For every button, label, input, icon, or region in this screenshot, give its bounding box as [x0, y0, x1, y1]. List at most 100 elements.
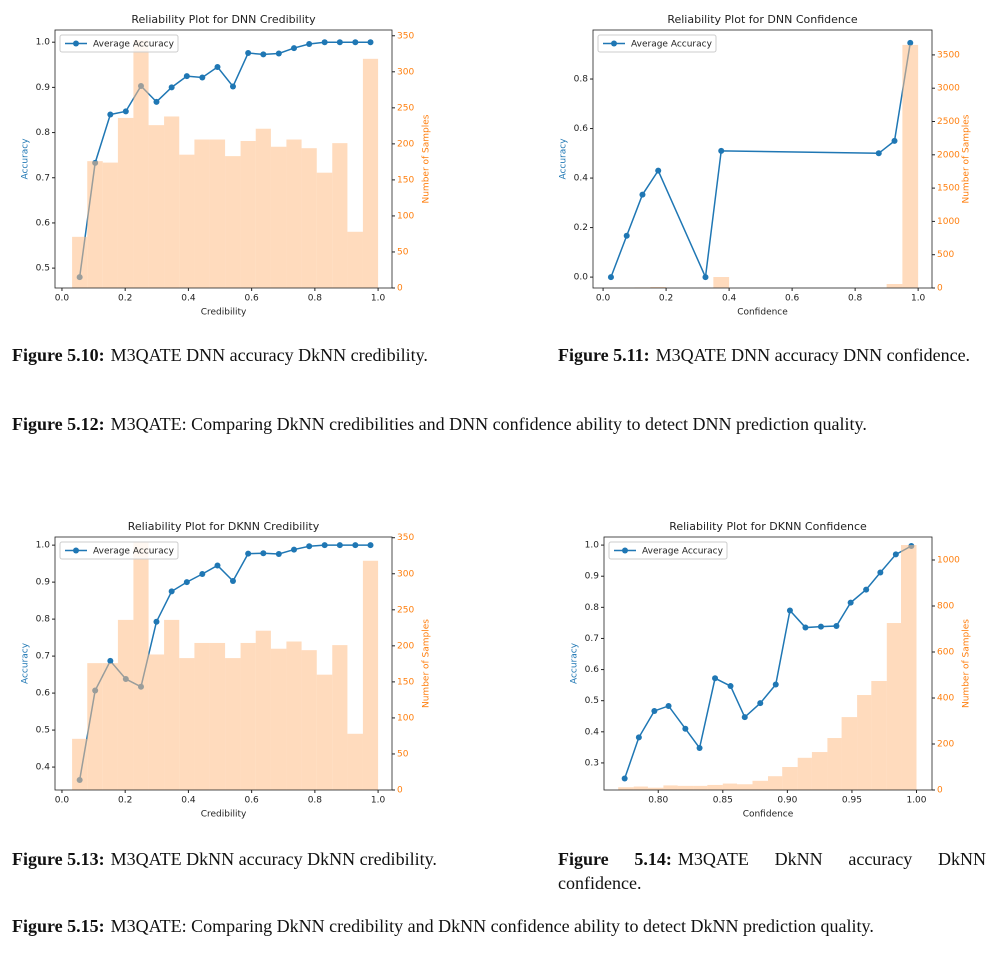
- accuracy-point: [847, 599, 854, 606]
- accuracy-point: [336, 542, 343, 549]
- accuracy-point: [306, 41, 313, 48]
- legend-box: [59, 541, 179, 560]
- histogram-bar: [316, 172, 333, 288]
- histogram-bar: [797, 757, 812, 790]
- y2-axis-label: Number of Samples: [962, 114, 972, 203]
- accuracy-point: [168, 84, 175, 91]
- x-tick-label: 0.4: [181, 294, 196, 304]
- histogram-bar: [902, 44, 919, 289]
- histogram-bar: [316, 674, 333, 790]
- y2-axis-label: Number of Samples: [422, 114, 432, 203]
- histogram-bar: [857, 695, 872, 790]
- x-tick-label: 0.0: [55, 796, 70, 806]
- y2-tick-label: 2000: [937, 150, 960, 160]
- caption-label: Figure 5.12:: [12, 414, 105, 434]
- accuracy-point: [245, 50, 252, 57]
- histogram-bar: [255, 128, 271, 288]
- y-tick-label: 0.7: [585, 634, 599, 644]
- accuracy-point: [153, 98, 160, 105]
- y2-tick-label: 200: [397, 641, 414, 651]
- legend-marker: [73, 40, 79, 47]
- y2-tick-label: 250: [397, 605, 414, 615]
- y2-tick-label: 3000: [937, 84, 960, 94]
- histogram-bar: [752, 780, 768, 790]
- caption: Figure 5.14: M3QATE DkNN accuracy DkNN co…: [558, 847, 986, 895]
- accuracy-point: [891, 137, 898, 144]
- histogram-bar: [240, 642, 256, 790]
- histogram-bar: [827, 738, 842, 790]
- accuracy-point: [290, 546, 297, 553]
- plot-frame: [54, 536, 393, 791]
- y-tick-label: 0.9: [36, 578, 51, 588]
- y-tick-label: 0.8: [36, 128, 51, 138]
- chart-title: Reliability Plot for DNN Confidence: [667, 13, 858, 26]
- y-tick-label: 1.0: [36, 541, 51, 551]
- accuracy-point: [183, 579, 190, 586]
- histogram-bar: [270, 146, 287, 288]
- accuracy-point: [892, 551, 899, 558]
- histogram-bar: [707, 784, 723, 790]
- y-tick-label: 0.7: [36, 652, 50, 662]
- y2-tick-label: 1500: [937, 184, 960, 194]
- legend-box: [59, 34, 179, 53]
- histogram-bar: [179, 658, 195, 790]
- chart-title: Reliability Plot for DNN Credibility: [131, 13, 316, 26]
- x-axis-label: Confidence: [737, 308, 788, 318]
- y2-tick-label: 300: [397, 569, 414, 579]
- x-tick-label: 0.95: [842, 796, 862, 806]
- y2-tick-label: 250: [397, 103, 414, 113]
- histogram-bar: [693, 785, 708, 790]
- accuracy-point: [696, 744, 703, 751]
- accuracy-point: [877, 569, 884, 576]
- histogram-bar: [332, 143, 348, 288]
- x-tick-label: 1.00: [906, 796, 926, 806]
- y2-tick-label: 600: [937, 648, 954, 658]
- histogram-bar: [133, 542, 149, 790]
- accuracy-point: [817, 623, 824, 630]
- legend-box: [608, 541, 728, 560]
- y2-tick-label: 0: [397, 284, 403, 294]
- accuracy-point: [153, 618, 160, 625]
- y-axis-label: Accuracy: [559, 138, 569, 180]
- histogram-bar: [347, 231, 363, 288]
- accuracy-point: [682, 725, 689, 732]
- accuracy-point: [727, 683, 734, 690]
- y2-tick-label: 50: [397, 749, 409, 759]
- plot-frame: [603, 536, 933, 791]
- histogram-bar: [102, 663, 118, 790]
- histogram-bar: [301, 148, 317, 288]
- accuracy-point: [607, 274, 614, 281]
- y2-axis-label: Number of Samples: [422, 619, 432, 708]
- x-tick-label: 0.8: [848, 294, 863, 304]
- accuracy-point: [757, 700, 764, 707]
- caption-text: M3QATE: Comparing DkNN credibilities and…: [110, 414, 867, 434]
- y-axis-label: Accuracy: [570, 642, 580, 684]
- y2-tick-label: 100: [397, 713, 414, 723]
- histogram-bar: [194, 139, 210, 288]
- caption: Figure 5.11: M3QATE DNN accuracy DNN conf…: [558, 343, 986, 367]
- y2-tick-label: 150: [397, 175, 414, 185]
- y2-tick-label: 100: [397, 211, 414, 221]
- accuracy-point: [245, 550, 252, 557]
- histogram-bar: [102, 162, 118, 288]
- accuracy-point: [352, 542, 359, 549]
- x-tick-label: 0.8: [308, 294, 323, 304]
- y-tick-label: 0.5: [36, 726, 50, 736]
- accuracy-point: [639, 191, 646, 198]
- histogram-bar: [782, 767, 798, 790]
- accuracy-point: [741, 714, 748, 721]
- histogram-bar: [713, 277, 730, 288]
- x-tick-label: 0.2: [118, 796, 132, 806]
- accuracy-point: [168, 588, 175, 595]
- accuracy-point: [214, 562, 221, 569]
- accuracy-point: [275, 50, 282, 57]
- histogram-bar: [886, 623, 902, 790]
- x-tick-label: 1.0: [911, 294, 926, 304]
- caption-label: Figure 5.13:: [12, 849, 105, 869]
- accuracy-point: [321, 39, 328, 46]
- y2-tick-label: 350: [397, 533, 414, 543]
- accuracy-point: [702, 274, 709, 281]
- accuracy-point: [306, 543, 313, 550]
